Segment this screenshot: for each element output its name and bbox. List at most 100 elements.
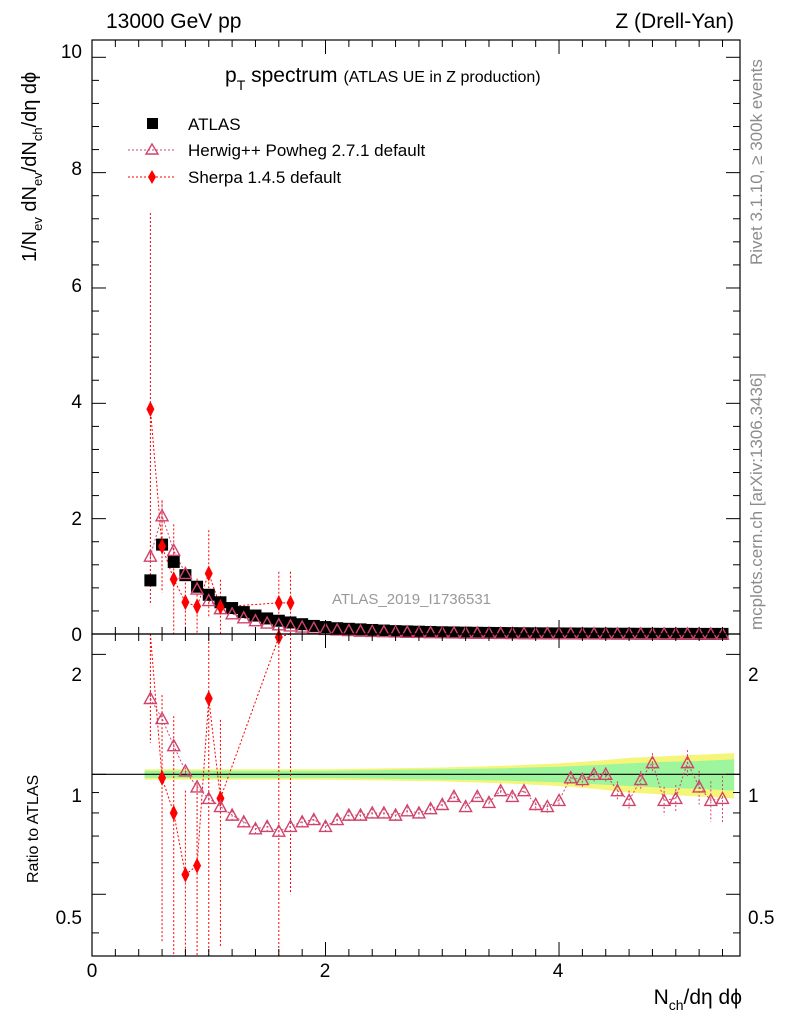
main-herwig-point	[189, 581, 205, 595]
main-atlas-point	[354, 623, 367, 636]
ratio-herwig-point	[516, 783, 532, 797]
ratio-herwig-point	[318, 818, 333, 833]
ratio-herwig-point	[423, 801, 438, 815]
ratio-herwig-point	[376, 805, 392, 819]
x-tick-label-4: 4	[553, 961, 564, 982]
main-herwig-point	[166, 542, 181, 557]
ratio-herwig-point	[645, 755, 660, 769]
x-tick-label-2: 2	[320, 961, 331, 982]
ratio-herwig-point	[178, 763, 193, 777]
ratio-herwig-point	[621, 792, 637, 807]
main-herwig-point	[680, 626, 695, 640]
main-herwig-point	[516, 626, 532, 640]
main-y-tick-label-0: 0	[71, 625, 82, 646]
ratio-sherpa-line	[149, 633, 291, 876]
ratio-y-tick-label-right-1: 1	[748, 786, 759, 807]
ratio-herwig-point	[435, 797, 450, 811]
main-sherpa-point	[193, 598, 202, 615]
main-herwig-point	[540, 626, 555, 640]
main-herwig-point	[330, 622, 345, 636]
ratio-herwig-point	[294, 814, 310, 828]
main-atlas-point	[447, 626, 460, 639]
ratio-herwig-point	[598, 766, 613, 781]
main-herwig-point	[154, 508, 170, 522]
ratio-herwig-point	[458, 799, 473, 813]
main-herwig-point	[423, 625, 438, 639]
main-sherpa-point	[146, 401, 155, 418]
x-tick-label-0: 0	[87, 961, 98, 982]
ratio-herwig-point	[715, 790, 730, 805]
main-herwig-point	[224, 606, 240, 620]
ratio-herwig-point	[493, 783, 508, 797]
ratio-herwig-point	[224, 807, 240, 821]
ratio-herwig-point	[586, 766, 602, 781]
main-herwig-point	[248, 613, 263, 627]
main-atlas-point	[424, 625, 437, 638]
main-y-axis-title: 1/Nev dNev/dNch/dη dϕ	[19, 72, 45, 262]
ratio-herwig-point	[400, 803, 415, 817]
main-y-tick-label-6: 6	[71, 276, 82, 297]
main-sherpa-point	[216, 598, 225, 615]
analysis-id-label: ATLAS_2019_I1736531	[332, 591, 491, 608]
ratio-plot-frame	[91, 633, 741, 957]
ratio-plot-area	[92, 629, 740, 956]
main-y-tick-label-4: 4	[71, 392, 82, 413]
main-atlas-point	[331, 622, 344, 635]
main-herwig-point	[470, 625, 485, 639]
main-herwig-point	[306, 620, 322, 634]
legend-atlas-label: ATLAS	[188, 115, 241, 134]
main-herwig-point	[656, 626, 672, 640]
main-atlas-point	[541, 627, 554, 640]
main-herwig-point	[178, 565, 193, 580]
legend-herwig-marker	[144, 142, 160, 155]
ratio-herwig-point	[213, 799, 228, 813]
legend-sherpa-label: Sherpa 1.4.5 default	[188, 168, 341, 187]
beam-energy-label: 13000 GeV pp	[106, 10, 241, 33]
ratio-y-tick-label-2: 2	[71, 665, 82, 686]
plot-title: pT spectrum (ATLAS UE in Z production)	[225, 64, 541, 93]
legend-atlas-marker	[147, 118, 158, 129]
main-herwig-point	[376, 624, 392, 638]
ratio-herwig-point	[575, 772, 590, 786]
main-herwig-point	[563, 626, 578, 640]
ratio-sherpa-point	[181, 866, 190, 883]
main-herwig-point	[283, 618, 298, 632]
main-sherpa-point	[169, 571, 178, 588]
main-sherpa-point	[286, 594, 295, 611]
ratio-herwig-point	[201, 790, 216, 805]
main-herwig-point	[259, 615, 275, 629]
ratio-herwig-point	[411, 805, 427, 819]
ratio-herwig-point	[563, 770, 578, 784]
ratio-herwig-point	[341, 807, 357, 821]
ratio-herwig-point	[470, 788, 485, 803]
ratio-herwig-point	[540, 799, 555, 813]
axes-frames	[91, 39, 741, 957]
main-atlas-point	[167, 555, 180, 568]
ratio-y-axis-title: Ratio to ATLAS	[25, 775, 42, 883]
ratio-sherpa-point	[158, 769, 167, 786]
main-herwig-point	[493, 625, 508, 640]
main-atlas-point	[272, 614, 285, 627]
ratio-sherpa-point	[204, 690, 213, 707]
main-herwig-point	[610, 626, 625, 640]
main-herwig-point	[201, 593, 216, 607]
main-sherpa-point	[204, 565, 213, 582]
ratio-herwig-point	[388, 807, 403, 821]
ratio-y-tick-label-1: 1	[71, 786, 82, 807]
ratio-herwig-point	[691, 779, 707, 793]
ratio-herwig-point	[353, 807, 368, 821]
ratio-herwig-point	[283, 818, 298, 833]
ratio-herwig-point	[306, 812, 322, 826]
ratio-sherpa-point	[193, 857, 202, 874]
main-atlas-point	[144, 574, 157, 587]
main-herwig-point	[633, 626, 648, 640]
x-axis-title: Nch/dη dϕ	[654, 986, 742, 1013]
ratio-herwig-point	[505, 788, 520, 803]
ratio-herwig-point	[481, 794, 497, 809]
ratio-herwig-point	[668, 790, 683, 805]
main-herwig-point	[586, 626, 602, 640]
ratio-herwig-point	[330, 812, 345, 826]
ratio-herwig-point	[154, 711, 170, 725]
main-atlas-point	[494, 627, 507, 640]
